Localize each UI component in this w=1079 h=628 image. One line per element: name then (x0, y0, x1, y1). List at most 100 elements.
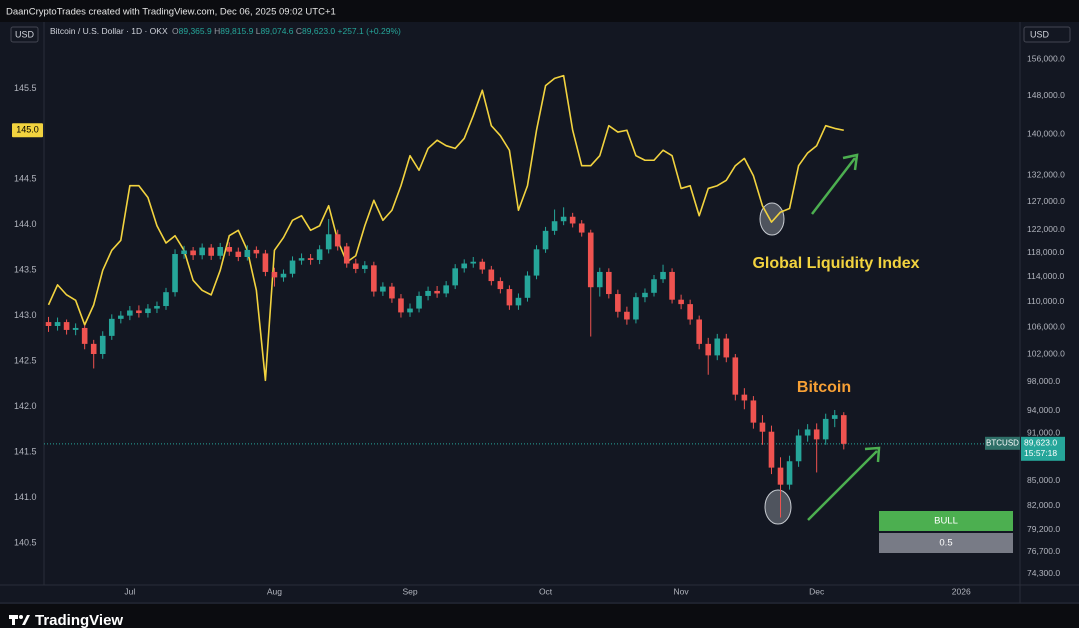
candle-body (461, 263, 468, 269)
candle-body (54, 322, 61, 326)
candle-body (235, 251, 242, 257)
candle-body (732, 357, 739, 395)
y2-tick-label: 156,000.0 (1027, 53, 1065, 63)
ohlc-key: H (214, 26, 220, 36)
logo (9, 615, 30, 625)
candle-body (389, 286, 395, 299)
candle-body (678, 299, 684, 305)
candle-body (416, 295, 422, 309)
candle-body (425, 290, 431, 296)
candle-body (587, 232, 594, 288)
signal-box (879, 511, 1013, 531)
y2-tick-label: 94,000.0 (1027, 405, 1060, 415)
candle-body (343, 246, 350, 264)
candle-body (615, 294, 621, 312)
liquidity-line (47, 74, 844, 382)
candle-body (714, 338, 721, 356)
candle-body (524, 275, 531, 298)
candle-body (63, 322, 70, 330)
candle-body (786, 461, 793, 485)
candle-body (244, 249, 251, 257)
candle-body (407, 308, 413, 313)
x-tick-label: Aug (267, 586, 282, 596)
y2-tick-label: 74,300.0 (1027, 568, 1060, 578)
arrow (811, 153, 859, 215)
candle-body (181, 250, 187, 255)
footer-brand: TradingView (35, 612, 123, 628)
ohlc-value: 89,623.0 (302, 26, 335, 36)
y-tick-label: 144.5 (14, 174, 37, 184)
candle-body (822, 418, 829, 440)
candle-body (606, 271, 612, 295)
y2-tick-label: 76,700.0 (1027, 546, 1060, 556)
currency-right[interactable]: USD (1030, 29, 1050, 39)
candle-body (226, 246, 233, 252)
y2-tick-label: 140,000.0 (1027, 128, 1065, 138)
symbol-legend: Bitcoin / U.S. Dollar · 1D · OKX O89,365… (50, 26, 401, 36)
candle-body (777, 467, 784, 485)
candle-body (217, 246, 224, 256)
candle-body (569, 216, 576, 224)
candle-body (316, 249, 323, 260)
y2-tick-label: 106,000.0 (1027, 322, 1065, 332)
y2-tick-label: 132,000.0 (1027, 169, 1065, 179)
candle-body (840, 415, 847, 444)
x-tick-label: 2026 (952, 586, 971, 596)
candle-body (45, 322, 52, 326)
series-label: Bitcoin (797, 379, 851, 396)
candle-body (325, 234, 332, 250)
candle-body (262, 253, 269, 272)
candle-body (642, 292, 648, 298)
currency-box-left[interactable] (10, 26, 39, 43)
y2-tick-label: 118,000.0 (1027, 247, 1064, 257)
y2-tick-label: 79,200.0 (1027, 524, 1060, 534)
ohlc-value: 89,074.6 (260, 26, 293, 36)
candle-body (578, 223, 585, 233)
candle-body (362, 265, 368, 269)
candle-body (371, 265, 377, 292)
candle-body (108, 318, 115, 336)
candle-body (506, 289, 513, 306)
y2-tick-label: 110,000.0 (1027, 296, 1064, 306)
candle-body (741, 394, 748, 401)
candle-body (750, 400, 757, 423)
candle-body (154, 306, 160, 309)
candle-body (687, 304, 693, 320)
symbol-tag-box (985, 436, 1020, 450)
currency-box-right[interactable] (1023, 26, 1071, 43)
y2-tick-label: 102,000.0 (1027, 348, 1065, 358)
candle-body (804, 429, 811, 436)
candle-body (289, 260, 296, 274)
y-tick-label: 142.5 (14, 356, 37, 366)
candle-body (271, 271, 278, 278)
y2-tick-label: 98,000.0 (1027, 376, 1060, 386)
y-tick-label: 142.0 (14, 401, 37, 411)
candle-body (723, 338, 730, 358)
candles (45, 207, 847, 518)
candle-body (551, 221, 558, 231)
candle-body (280, 273, 287, 278)
candle-body (253, 249, 260, 254)
candle-body (759, 422, 766, 432)
y-tick-label: 144.0 (14, 219, 37, 229)
candle-body (633, 297, 639, 320)
x-tick-label: Dec (809, 586, 825, 596)
price-tag-label: 89,623.0 (1024, 438, 1057, 448)
y-tick-label: 143.0 (14, 310, 37, 320)
candle-body (768, 431, 775, 468)
price-tag-countdown: 15:57:18 (1024, 448, 1057, 458)
ohlc-key: L (256, 26, 261, 36)
candle-body (172, 254, 178, 293)
currency-left[interactable]: USD (15, 29, 35, 39)
candle-body (497, 281, 504, 290)
ohlc-key: O (172, 26, 179, 36)
credit-line: DaanCryptoTrades created with TradingVie… (6, 7, 336, 18)
y-tick-label: 143.5 (14, 265, 37, 275)
candle-body (831, 415, 838, 419)
candle-body (208, 247, 214, 256)
candle-body (533, 249, 540, 276)
y-tick-label: 141.5 (14, 447, 37, 457)
series-label: Global Liquidity Index (752, 255, 919, 272)
candle-body (813, 429, 820, 440)
